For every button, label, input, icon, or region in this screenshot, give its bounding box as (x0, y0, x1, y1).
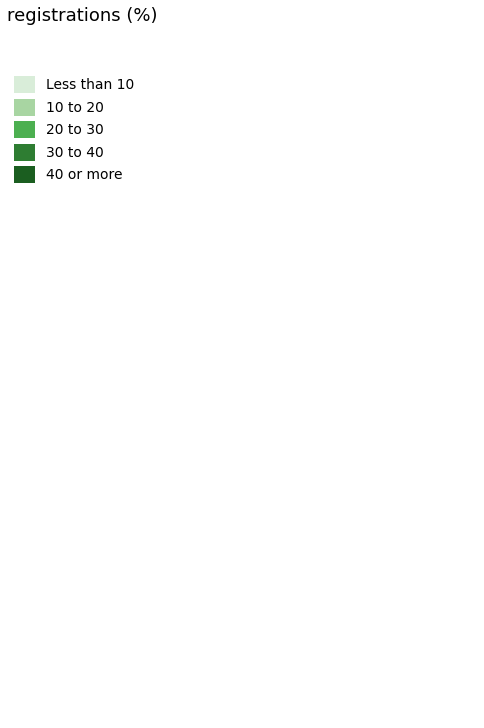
Legend: Less than 10, 10 to 20, 20 to 30, 30 to 40, 40 or more: Less than 10, 10 to 20, 20 to 30, 30 to … (14, 76, 134, 183)
Text: registrations (%): registrations (%) (7, 7, 157, 25)
